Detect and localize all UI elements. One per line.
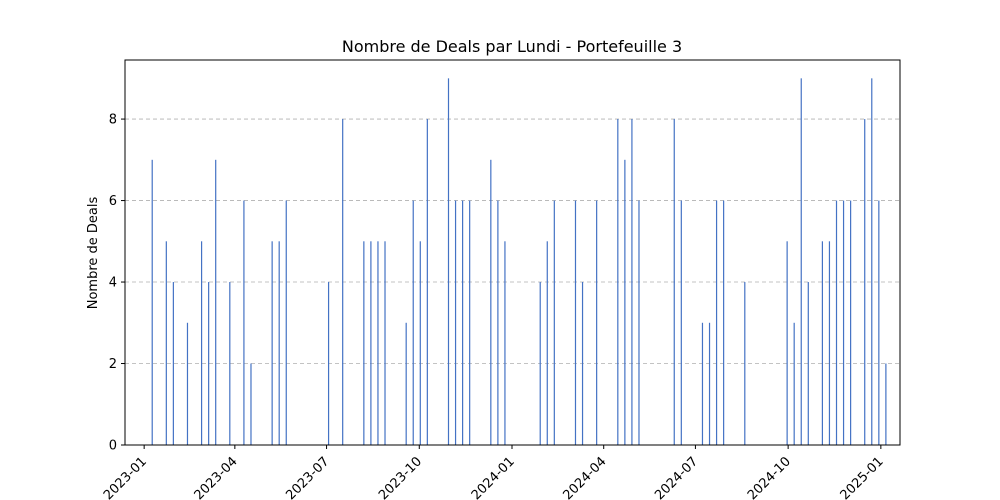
bar [800, 78, 802, 445]
bar [229, 282, 231, 445]
bar [624, 159, 626, 445]
plot-area-frame [124, 59, 901, 446]
x-tick-label: 2023-07 [283, 454, 332, 500]
bar [412, 200, 414, 445]
bar [504, 241, 506, 445]
bar [864, 119, 866, 445]
bar [539, 282, 541, 445]
x-tick-label: 2023-01 [101, 454, 150, 500]
bar [793, 322, 795, 445]
bar [617, 119, 619, 445]
bar [215, 159, 217, 445]
bar [708, 322, 711, 445]
bar [490, 159, 492, 445]
bar [821, 241, 823, 445]
bar [208, 282, 210, 445]
bar [271, 241, 273, 445]
bar [370, 241, 372, 445]
bar [631, 119, 633, 445]
bar [405, 322, 407, 445]
y-axis-label: Nombre de Deals [86, 197, 101, 310]
x-axis: 2023-01 2023-04 2023-07 2023-10 2024-01 2024-… [101, 445, 887, 500]
bar [454, 200, 457, 445]
bar [469, 200, 471, 445]
y-tick-label: 8 [109, 113, 117, 128]
bar [596, 200, 598, 445]
bar [807, 282, 809, 445]
bar [447, 78, 450, 445]
bar [165, 241, 167, 445]
gridlines [125, 118, 900, 364]
x-tick-label: 2024-10 [745, 454, 794, 500]
bar [715, 200, 718, 445]
bar [701, 322, 704, 445]
bar [426, 119, 428, 445]
x-tick-label: 2023-10 [376, 454, 425, 500]
bar [151, 159, 153, 445]
y-tick-label: 6 [109, 194, 117, 209]
bar [243, 200, 245, 445]
bar [744, 282, 746, 445]
x-tick-label: 2024-01 [469, 454, 518, 500]
bar [186, 322, 189, 445]
y-tick-label: 2 [109, 357, 117, 372]
bar [828, 241, 831, 445]
y-tick-label: 4 [109, 276, 117, 291]
bar [871, 78, 873, 445]
bar [546, 241, 548, 445]
bar [462, 200, 464, 445]
x-tick-label: 2023-04 [192, 454, 241, 500]
x-tick-label: 2024-07 [652, 454, 701, 500]
bar [278, 241, 280, 445]
y-axis: 0 2 4 6 8 [109, 113, 125, 454]
bar [172, 282, 174, 445]
bar [384, 241, 386, 445]
bars [151, 78, 887, 445]
x-tick-label: 2024-04 [561, 454, 610, 500]
bar [327, 282, 330, 445]
bar [285, 200, 287, 445]
bar [581, 282, 584, 445]
bar [250, 363, 252, 445]
bar [723, 200, 725, 445]
bar [680, 200, 682, 445]
bar [363, 241, 365, 445]
bar [850, 200, 852, 445]
bar [497, 200, 499, 445]
bar [638, 200, 640, 445]
y-tick-label: 0 [109, 439, 117, 454]
bar [200, 241, 203, 445]
bar [377, 241, 379, 445]
bar [553, 200, 555, 445]
x-tick-label: 2025-01 [838, 454, 887, 500]
bar [673, 119, 675, 445]
bar [835, 200, 838, 445]
bar [342, 119, 344, 445]
bar [574, 200, 577, 445]
bar [885, 363, 887, 445]
bar [878, 200, 880, 445]
bar [842, 200, 845, 445]
bar [786, 241, 788, 445]
chart-title: Nombre de Deals par Lundi - Portefeuille… [342, 37, 682, 56]
bar [419, 241, 421, 445]
